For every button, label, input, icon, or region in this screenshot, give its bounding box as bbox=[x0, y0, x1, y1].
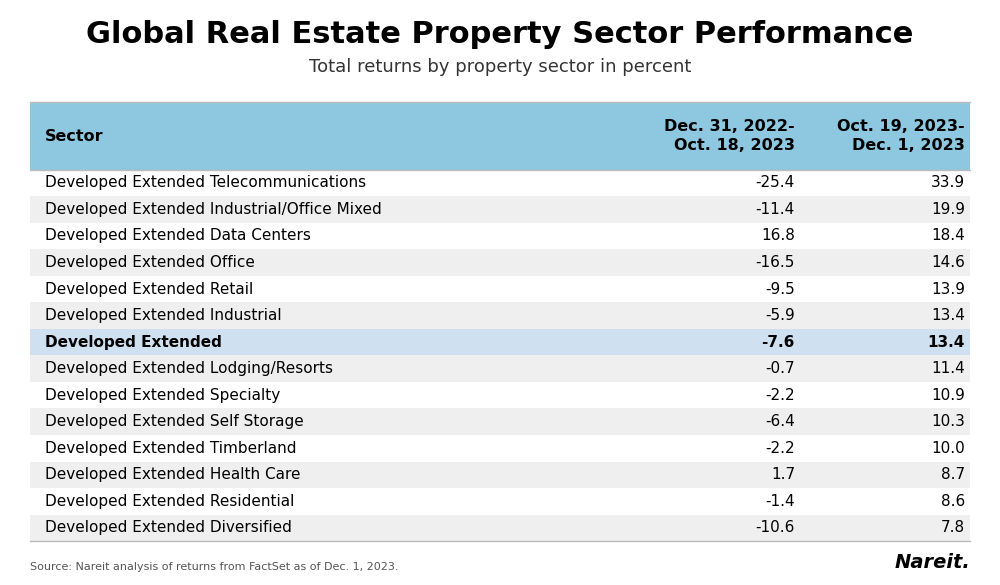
Text: 13.4: 13.4 bbox=[931, 308, 965, 323]
Text: Developed Extended Data Centers: Developed Extended Data Centers bbox=[45, 229, 311, 243]
FancyBboxPatch shape bbox=[30, 223, 970, 249]
Text: Developed Extended Specialty: Developed Extended Specialty bbox=[45, 388, 280, 402]
Text: 13.4: 13.4 bbox=[928, 335, 965, 350]
FancyBboxPatch shape bbox=[30, 196, 970, 223]
Text: Developed Extended Diversified: Developed Extended Diversified bbox=[45, 521, 292, 535]
Text: -2.2: -2.2 bbox=[765, 441, 795, 456]
Text: Developed Extended Health Care: Developed Extended Health Care bbox=[45, 467, 300, 482]
Text: Developed Extended Retail: Developed Extended Retail bbox=[45, 281, 253, 297]
Text: -0.7: -0.7 bbox=[765, 361, 795, 376]
Text: 10.3: 10.3 bbox=[931, 414, 965, 429]
Text: Source: Nareit analysis of returns from FactSet as of Dec. 1, 2023.: Source: Nareit analysis of returns from … bbox=[30, 562, 398, 572]
Text: 18.4: 18.4 bbox=[931, 229, 965, 243]
FancyBboxPatch shape bbox=[30, 515, 970, 541]
Text: -9.5: -9.5 bbox=[765, 281, 795, 297]
FancyBboxPatch shape bbox=[30, 462, 970, 488]
FancyBboxPatch shape bbox=[30, 102, 970, 170]
Text: Dec. 31, 2022-
Oct. 18, 2023: Dec. 31, 2022- Oct. 18, 2023 bbox=[664, 119, 795, 153]
Text: 19.9: 19.9 bbox=[931, 202, 965, 217]
FancyBboxPatch shape bbox=[30, 329, 970, 356]
FancyBboxPatch shape bbox=[30, 276, 970, 302]
Text: 8.6: 8.6 bbox=[941, 494, 965, 509]
Text: Nareit.: Nareit. bbox=[894, 553, 970, 572]
FancyBboxPatch shape bbox=[30, 249, 970, 276]
Text: Global Real Estate Property Sector Performance: Global Real Estate Property Sector Perfo… bbox=[86, 20, 914, 50]
FancyBboxPatch shape bbox=[30, 408, 970, 435]
Text: Oct. 19, 2023-
Dec. 1, 2023: Oct. 19, 2023- Dec. 1, 2023 bbox=[837, 119, 965, 153]
FancyBboxPatch shape bbox=[30, 435, 970, 462]
Text: -1.4: -1.4 bbox=[765, 494, 795, 509]
Text: -25.4: -25.4 bbox=[756, 176, 795, 190]
Text: -6.4: -6.4 bbox=[765, 414, 795, 429]
FancyBboxPatch shape bbox=[30, 382, 970, 408]
Text: Developed Extended Self Storage: Developed Extended Self Storage bbox=[45, 414, 304, 429]
Text: 8.7: 8.7 bbox=[941, 467, 965, 482]
Text: Developed Extended Telecommunications: Developed Extended Telecommunications bbox=[45, 176, 366, 190]
FancyBboxPatch shape bbox=[30, 302, 970, 329]
Text: -7.6: -7.6 bbox=[762, 335, 795, 350]
FancyBboxPatch shape bbox=[30, 356, 970, 382]
Text: Developed Extended Industrial: Developed Extended Industrial bbox=[45, 308, 282, 323]
Text: Developed Extended Industrial/Office Mixed: Developed Extended Industrial/Office Mix… bbox=[45, 202, 382, 217]
Text: Developed Extended Timberland: Developed Extended Timberland bbox=[45, 441, 296, 456]
Text: 33.9: 33.9 bbox=[931, 176, 965, 190]
Text: Developed Extended Lodging/Resorts: Developed Extended Lodging/Resorts bbox=[45, 361, 333, 376]
FancyBboxPatch shape bbox=[30, 488, 970, 515]
Text: 10.9: 10.9 bbox=[931, 388, 965, 402]
Text: Total returns by property sector in percent: Total returns by property sector in perc… bbox=[309, 58, 691, 77]
Text: Developed Extended Residential: Developed Extended Residential bbox=[45, 494, 294, 509]
Text: 11.4: 11.4 bbox=[931, 361, 965, 376]
Text: 7.8: 7.8 bbox=[941, 521, 965, 535]
Text: Developed Extended Office: Developed Extended Office bbox=[45, 255, 255, 270]
Text: -16.5: -16.5 bbox=[756, 255, 795, 270]
FancyBboxPatch shape bbox=[30, 170, 970, 196]
Text: 1.7: 1.7 bbox=[771, 467, 795, 482]
Text: Developed Extended: Developed Extended bbox=[45, 335, 222, 350]
Text: 14.6: 14.6 bbox=[931, 255, 965, 270]
Text: -5.9: -5.9 bbox=[765, 308, 795, 323]
Text: 13.9: 13.9 bbox=[931, 281, 965, 297]
Text: -2.2: -2.2 bbox=[765, 388, 795, 402]
Text: -10.6: -10.6 bbox=[756, 521, 795, 535]
Text: -11.4: -11.4 bbox=[756, 202, 795, 217]
Text: Sector: Sector bbox=[45, 129, 104, 143]
Text: 10.0: 10.0 bbox=[931, 441, 965, 456]
Text: 16.8: 16.8 bbox=[761, 229, 795, 243]
